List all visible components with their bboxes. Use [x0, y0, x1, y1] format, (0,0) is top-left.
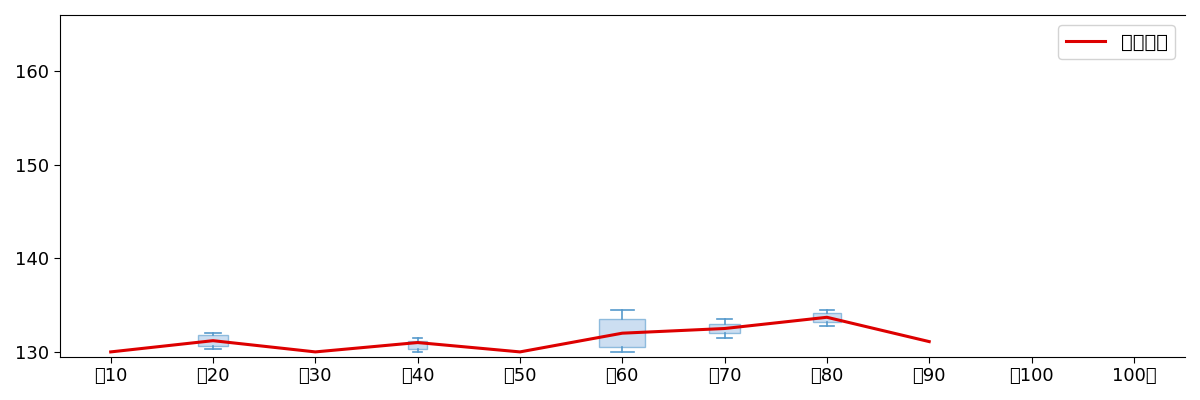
- 球速平均: [410, 340, 425, 345]
- 球速平均: [103, 350, 118, 354]
- 球速平均: [616, 331, 630, 336]
- FancyBboxPatch shape: [198, 335, 228, 346]
- 球速平均: [922, 339, 936, 344]
- FancyBboxPatch shape: [408, 341, 427, 349]
- FancyBboxPatch shape: [599, 319, 646, 347]
- FancyBboxPatch shape: [812, 312, 841, 322]
- 球速平均: [820, 315, 834, 320]
- 球速平均: [512, 350, 527, 354]
- 球速平均: [206, 338, 221, 343]
- FancyBboxPatch shape: [709, 324, 740, 333]
- 球速平均: [308, 350, 323, 354]
- 球速平均: [718, 326, 732, 331]
- Line: 球速平均: 球速平均: [110, 317, 929, 352]
- Legend: 球速平均: 球速平均: [1058, 25, 1175, 59]
